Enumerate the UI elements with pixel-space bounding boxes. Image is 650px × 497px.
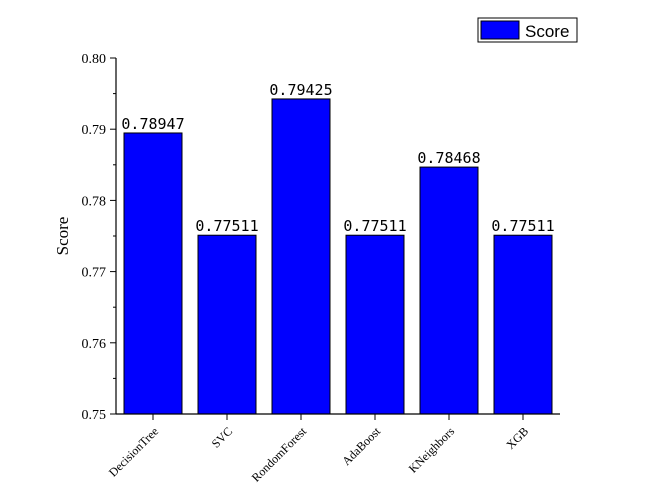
bar-xgb [493,234,553,415]
x-tick-label-svc: SVC [209,424,235,450]
y-tick-label: 0.77 [82,266,107,281]
x-tick-label-kneighbors: KNeighbors [406,424,458,476]
data-label-adaboost: 0.77511 [343,217,406,235]
y-tick-label: 0.80 [82,52,107,67]
y-tick-label: 0.79 [82,123,107,138]
bar-decisiontree [123,132,183,415]
legend-swatch [480,20,520,40]
y-tick-label: 0.75 [82,408,107,423]
data-label-decisiontree: 0.78947 [121,115,184,133]
data-label-kneighbors: 0.78468 [417,149,480,167]
bar-svc [197,234,257,415]
bar-rondomforest [271,98,331,415]
y-tick-label: 0.78 [82,194,107,209]
x-tick-label-xgb: XGB [503,424,531,452]
data-label-rondomforest: 0.79425 [269,81,332,99]
y-axis-title: Score [53,217,72,256]
y-tick-label: 0.76 [82,337,107,352]
legend-label: Score [525,22,569,41]
bar-kneighbors [419,166,479,415]
bar-adaboost [345,234,405,415]
x-tick-label-adaboost: AdaBoost [339,424,383,468]
x-tick-label-decisiontree: DecisionTree [106,424,161,479]
data-label-xgb: 0.77511 [491,217,554,235]
data-label-svc: 0.77511 [195,217,258,235]
x-tick-label-rondomforest: RondomForest [249,424,310,485]
